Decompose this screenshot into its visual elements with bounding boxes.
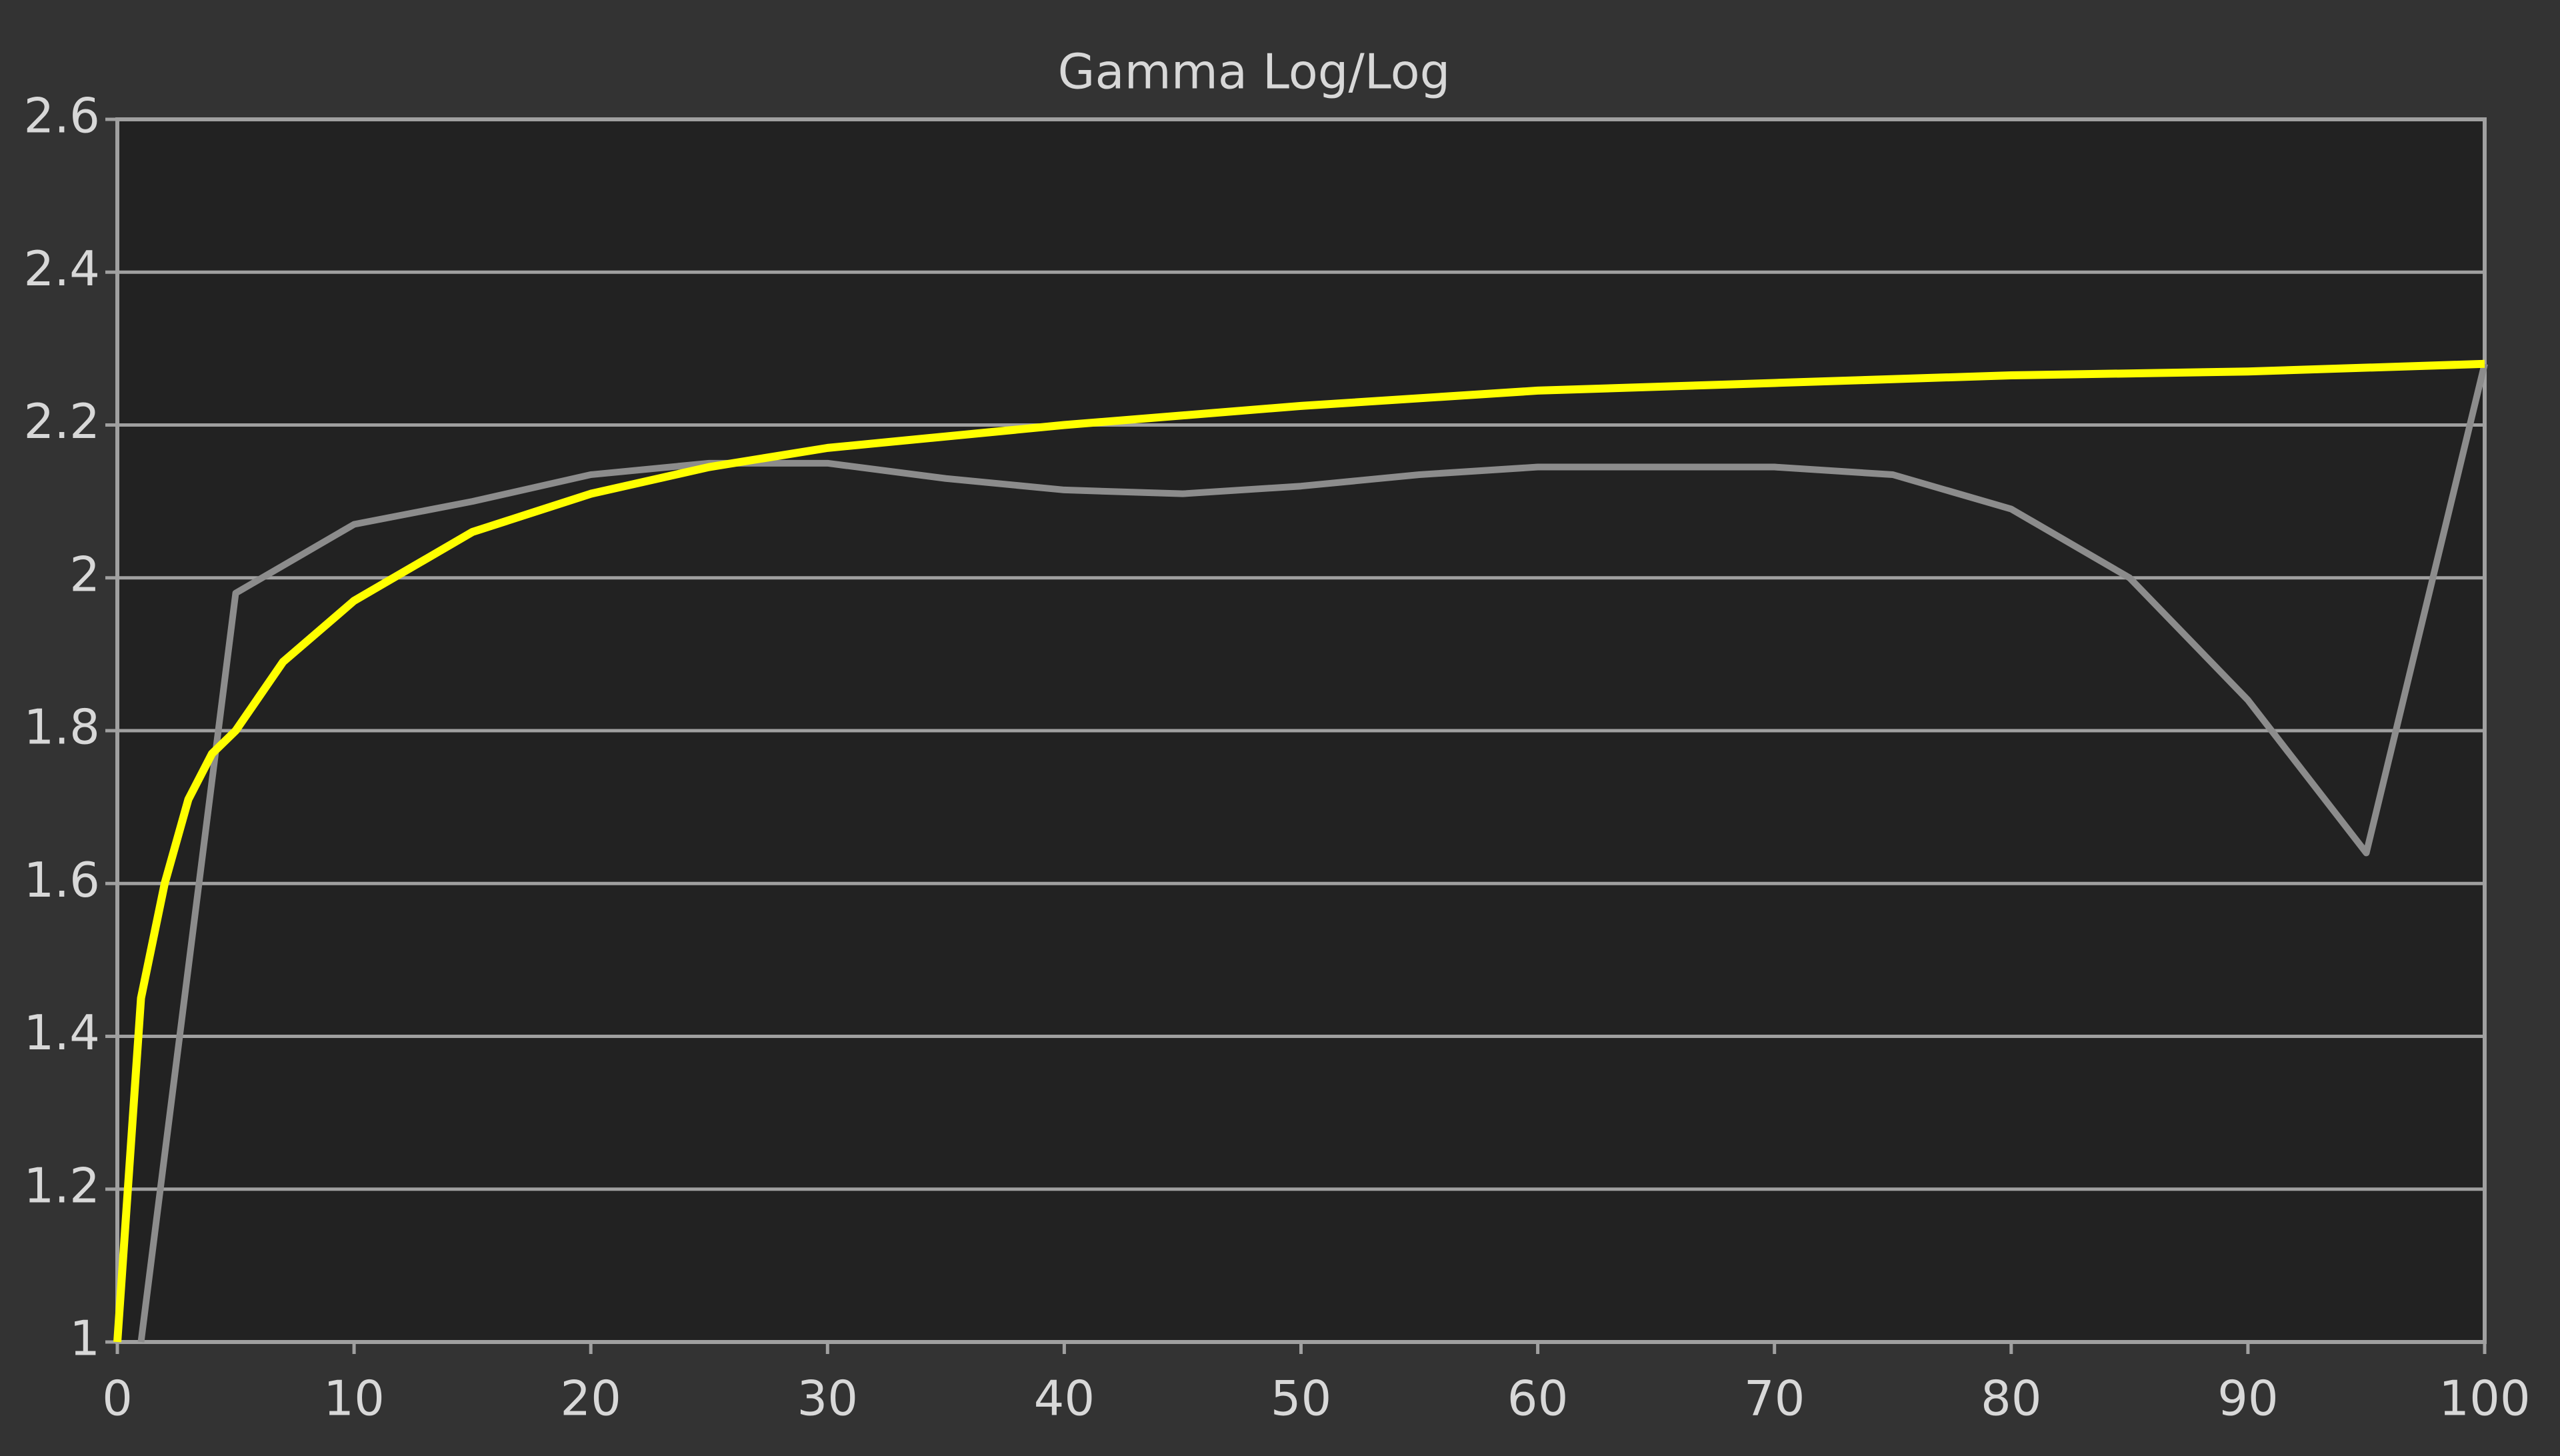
x-tick-label: 30 [797, 1371, 858, 1427]
chart-title: Gamma Log/Log [1058, 44, 1451, 100]
y-tick-label: 1.2 [23, 1157, 100, 1213]
series-line [137, 363, 2488, 1343]
x-tick-label: 20 [560, 1371, 621, 1427]
y-tick-label: 2.2 [23, 393, 100, 449]
y-tick-label: 1.8 [23, 699, 100, 755]
x-tick-label: 70 [1744, 1371, 1805, 1427]
x-tick-label: 80 [1981, 1371, 2042, 1427]
x-tick-label: 10 [323, 1371, 385, 1427]
y-tick-label: 2.6 [23, 88, 100, 144]
x-tick-label: 50 [1271, 1371, 1332, 1427]
y-tick-label: 2 [69, 546, 100, 602]
x-tick-label: 100 [2439, 1371, 2530, 1427]
x-tick-label: 90 [2217, 1371, 2279, 1427]
y-tick-label: 1.6 [23, 852, 100, 908]
x-tick-label: 0 [102, 1371, 133, 1427]
x-tick-label: 60 [1507, 1371, 1569, 1427]
y-tick-label: 1.4 [23, 1005, 100, 1061]
series-line [113, 359, 2485, 1343]
y-tick-label: 2.4 [23, 241, 100, 297]
x-tick-label: 40 [1034, 1371, 1095, 1427]
plot-border [115, 117, 2487, 1344]
y-tick-label: 1 [69, 1311, 100, 1367]
